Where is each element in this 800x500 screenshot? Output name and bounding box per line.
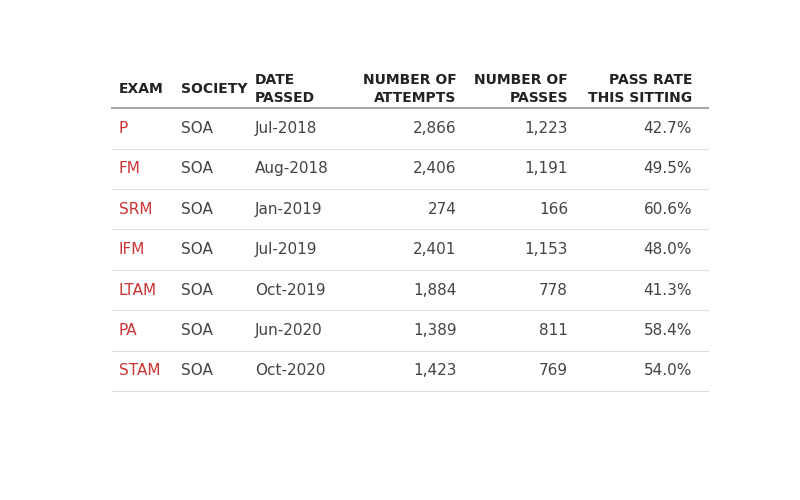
Text: NUMBER OF
PASSES: NUMBER OF PASSES	[474, 72, 568, 105]
Text: 54.0%: 54.0%	[644, 364, 692, 378]
Text: 42.7%: 42.7%	[644, 121, 692, 136]
Text: PA: PA	[118, 323, 138, 338]
Text: NUMBER OF
ATTEMPTS: NUMBER OF ATTEMPTS	[362, 72, 457, 105]
Text: SOA: SOA	[181, 242, 213, 257]
Text: 58.4%: 58.4%	[644, 323, 692, 338]
Text: 48.0%: 48.0%	[644, 242, 692, 257]
Text: 769: 769	[539, 364, 568, 378]
Text: SOA: SOA	[181, 121, 213, 136]
Text: Jul-2018: Jul-2018	[255, 121, 318, 136]
Text: IFM: IFM	[118, 242, 145, 257]
Text: Jul-2019: Jul-2019	[255, 242, 318, 257]
Text: 60.6%: 60.6%	[643, 202, 692, 216]
Text: PASS RATE
THIS SITTING: PASS RATE THIS SITTING	[588, 72, 692, 105]
Text: Jun-2020: Jun-2020	[255, 323, 322, 338]
Text: P: P	[118, 121, 128, 136]
Text: LTAM: LTAM	[118, 282, 157, 298]
Text: 1,884: 1,884	[413, 282, 457, 298]
Text: Oct-2019: Oct-2019	[255, 282, 326, 298]
Text: 778: 778	[539, 282, 568, 298]
Text: FM: FM	[118, 162, 141, 176]
Text: 49.5%: 49.5%	[643, 162, 692, 176]
Text: Jan-2019: Jan-2019	[255, 202, 322, 216]
Text: STAM: STAM	[118, 364, 160, 378]
Text: 274: 274	[428, 202, 457, 216]
Text: 811: 811	[539, 323, 568, 338]
Text: 2,401: 2,401	[413, 242, 457, 257]
Text: SOA: SOA	[181, 202, 213, 216]
Text: 41.3%: 41.3%	[643, 282, 692, 298]
Text: DATE
PASSED: DATE PASSED	[255, 72, 315, 105]
Text: 1,223: 1,223	[525, 121, 568, 136]
Text: 1,423: 1,423	[413, 364, 457, 378]
Text: 166: 166	[539, 202, 568, 216]
Text: SOA: SOA	[181, 162, 213, 176]
Text: 1,191: 1,191	[525, 162, 568, 176]
Text: SOA: SOA	[181, 323, 213, 338]
Text: Oct-2020: Oct-2020	[255, 364, 326, 378]
Text: 1,389: 1,389	[413, 323, 457, 338]
Text: 1,153: 1,153	[525, 242, 568, 257]
Text: SOA: SOA	[181, 364, 213, 378]
Text: Aug-2018: Aug-2018	[255, 162, 329, 176]
Text: SOA: SOA	[181, 282, 213, 298]
Text: SRM: SRM	[118, 202, 152, 216]
Text: 2,866: 2,866	[413, 121, 457, 136]
Text: 2,406: 2,406	[413, 162, 457, 176]
Text: SOCIETY: SOCIETY	[181, 82, 247, 96]
Text: EXAM: EXAM	[118, 82, 163, 96]
